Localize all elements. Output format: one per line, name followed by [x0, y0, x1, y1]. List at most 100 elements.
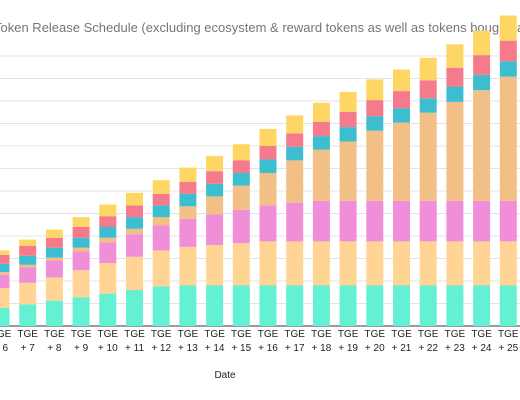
bar-segment — [152, 193, 170, 206]
bar-segment — [0, 254, 10, 264]
bar-segment — [312, 149, 330, 201]
bar-segment — [312, 102, 330, 122]
bar-segment — [126, 290, 143, 326]
bar-segment — [19, 304, 37, 326]
x-tick-label: TGE + 10 — [98, 329, 119, 354]
bar-segment — [419, 285, 437, 326]
bar-segment — [393, 285, 410, 326]
bar-segment — [286, 160, 304, 203]
bar-segment — [0, 272, 10, 275]
bar-segment — [499, 40, 517, 62]
x-tick-label: TGE + 11 — [124, 329, 145, 354]
bar-segment — [259, 173, 277, 206]
bar-segment — [179, 246, 197, 286]
bar-segment — [473, 55, 491, 75]
bar-segment — [393, 108, 410, 123]
bar-segment — [232, 185, 250, 210]
bar-segment — [446, 101, 464, 201]
bar-segment — [499, 285, 517, 326]
bar-segment — [126, 234, 143, 257]
bar-segment — [312, 136, 330, 150]
bar-segment — [419, 112, 437, 201]
bar-segment — [286, 115, 304, 134]
bar-segment — [232, 243, 250, 286]
bar-segment — [99, 216, 117, 227]
x-tick-label: TGE + 14 — [204, 329, 225, 354]
bar-segment — [259, 205, 277, 242]
bar-segment — [206, 285, 224, 326]
bar-segment — [312, 285, 330, 326]
bar-segment — [366, 200, 384, 242]
bar-segment — [126, 205, 143, 218]
bar-segment — [499, 200, 517, 242]
bar-segment — [499, 15, 517, 41]
bar-segment — [45, 257, 63, 261]
bar-segment — [152, 225, 170, 251]
bar-segment — [419, 98, 437, 113]
bar-segment — [206, 214, 224, 245]
bar-segment — [473, 30, 491, 56]
x-tick-label: TGE + 16 — [258, 329, 279, 354]
x-tick-label: TGE + 15 — [231, 329, 252, 354]
bar-segment — [312, 121, 330, 137]
bar-segment — [72, 217, 90, 227]
x-tick-label: TGE + 25 — [498, 329, 519, 354]
bar-segment — [339, 92, 357, 112]
bar-segment — [206, 155, 224, 172]
bar-segment — [259, 241, 277, 286]
bar-segment — [259, 285, 277, 326]
bar-segment — [179, 167, 197, 182]
bar-segment — [393, 241, 410, 286]
bar-segment — [286, 133, 304, 147]
bar-segment — [45, 229, 63, 238]
bar-segment — [446, 44, 464, 68]
bar-segment — [19, 264, 37, 268]
bar-segment — [45, 237, 63, 248]
bar-segment — [206, 196, 224, 215]
bar-segment — [45, 277, 63, 301]
bar-segment — [339, 241, 357, 286]
bar-segment — [232, 173, 250, 186]
bar-segment — [259, 128, 277, 146]
x-tick-label: TGE+ 6 — [0, 329, 12, 354]
bar-segment — [286, 241, 304, 286]
x-tick-label: TGE + 20 — [365, 329, 386, 354]
bar-segment — [259, 146, 277, 160]
bar-segment — [152, 205, 170, 218]
bar-segment — [366, 130, 384, 201]
bar-segment — [152, 217, 170, 226]
x-tick-label: TGE + 8 — [44, 329, 65, 354]
bar-segment — [72, 227, 90, 238]
bar-segment — [286, 202, 304, 242]
x-tick-label: TGE + 22 — [418, 329, 439, 354]
bar-segment — [19, 255, 37, 265]
bar-segment — [206, 171, 224, 184]
bar-segment — [126, 228, 143, 235]
bar-segment — [286, 285, 304, 326]
bar-segment — [19, 267, 37, 283]
bar-segment — [259, 159, 277, 173]
bar-segment — [446, 86, 464, 102]
bar-segment — [419, 200, 437, 242]
x-axis-title: Date — [214, 370, 236, 381]
bar-segment — [99, 237, 117, 243]
bar-segment — [473, 241, 491, 286]
x-tick-label: TGE + 13 — [178, 329, 199, 354]
bar-segment — [19, 282, 37, 305]
bar-segment — [99, 204, 117, 217]
bar-segment — [499, 61, 517, 77]
bar-segment — [99, 227, 117, 238]
bar-segment — [473, 285, 491, 326]
bar-segment — [72, 237, 90, 248]
bar-segment — [72, 270, 90, 298]
x-tick-label: TGE + 18 — [311, 329, 332, 354]
bar-segment — [0, 250, 10, 255]
bar-segment — [339, 127, 357, 142]
bar-segment — [19, 239, 37, 246]
bar-segment — [473, 90, 491, 201]
bar-segment — [419, 57, 437, 81]
bar-segment — [45, 260, 63, 278]
bar-segment — [179, 182, 197, 194]
